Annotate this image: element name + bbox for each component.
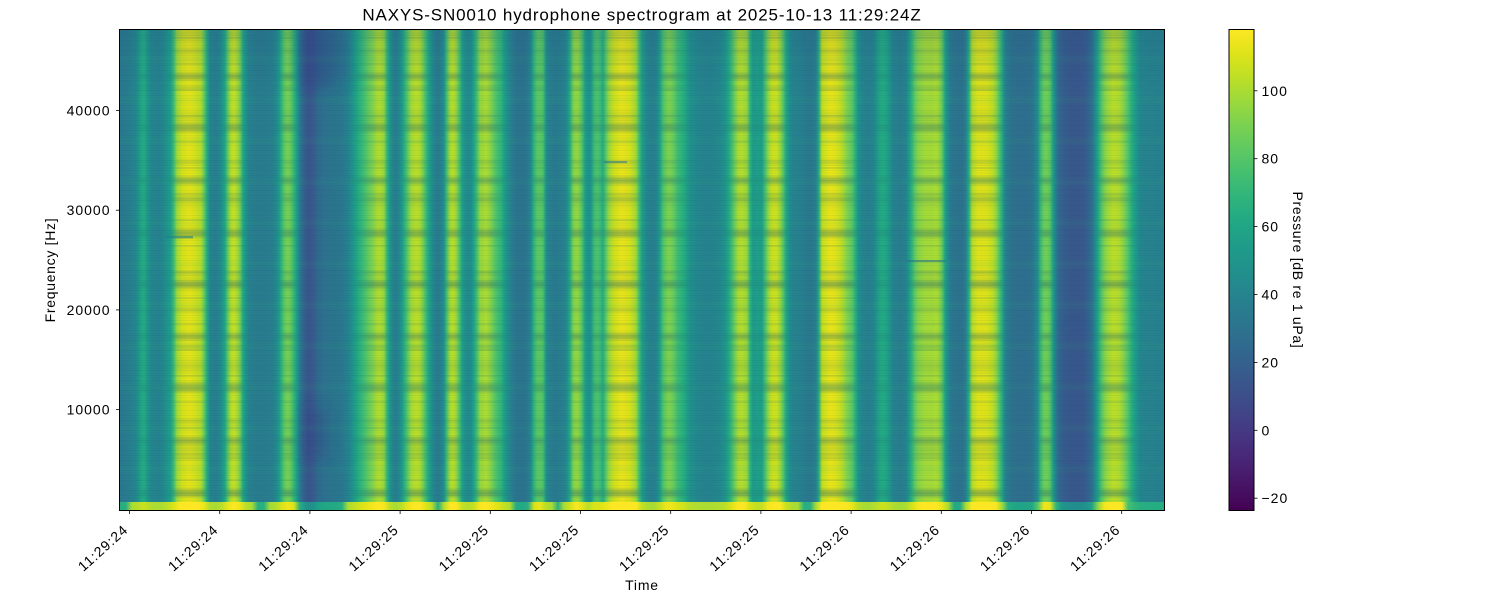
svg-text:0: 0: [1262, 422, 1271, 438]
svg-text:Pressure [dB re 1 uPa]: Pressure [dB re 1 uPa]: [1290, 191, 1306, 348]
svg-text:20: 20: [1262, 354, 1280, 370]
svg-text:40000: 40000: [67, 103, 111, 119]
svg-text:11:29:26: 11:29:26: [886, 521, 942, 574]
svg-text:11:29:25: 11:29:25: [616, 521, 672, 574]
svg-text:20000: 20000: [67, 302, 111, 318]
svg-text:11:29:26: 11:29:26: [977, 521, 1033, 574]
svg-text:40: 40: [1262, 287, 1280, 303]
svg-text:60: 60: [1262, 219, 1280, 235]
svg-text:11:29:24: 11:29:24: [75, 521, 131, 574]
svg-text:80: 80: [1262, 151, 1280, 167]
svg-text:10000: 10000: [67, 402, 111, 418]
svg-text:11:29:25: 11:29:25: [706, 521, 762, 574]
svg-text:11:29:25: 11:29:25: [435, 521, 491, 574]
svg-text:Frequency [Hz]: Frequency [Hz]: [42, 218, 58, 323]
svg-text:−20: −20: [1262, 490, 1289, 506]
svg-text:11:29:24: 11:29:24: [255, 521, 311, 574]
svg-text:11:29:24: 11:29:24: [165, 521, 221, 574]
svg-text:11:29:25: 11:29:25: [345, 521, 401, 574]
svg-text:100: 100: [1262, 83, 1288, 99]
svg-text:11:29:26: 11:29:26: [796, 521, 852, 574]
svg-text:NAXYS-SN0010 hydrophone spectr: NAXYS-SN0010 hydrophone spectrogram at 2…: [362, 6, 921, 25]
svg-text:11:29:25: 11:29:25: [526, 521, 582, 574]
svg-text:30000: 30000: [67, 202, 111, 218]
svg-text:11:29:26: 11:29:26: [1067, 521, 1123, 574]
svg-text:Time: Time: [625, 577, 659, 593]
